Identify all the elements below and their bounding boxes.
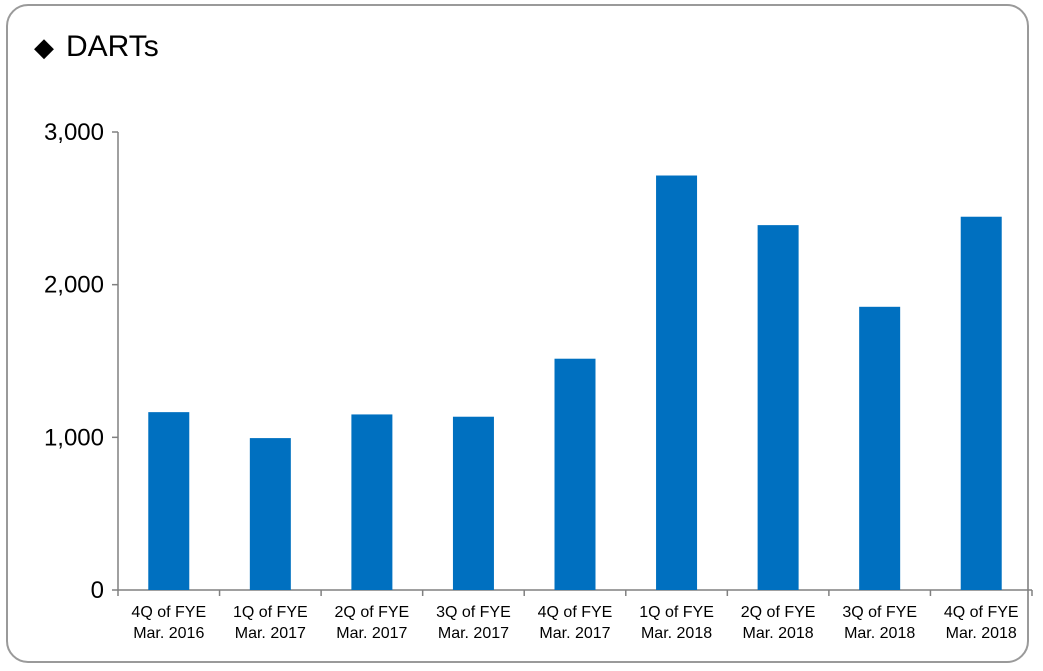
x-tick-label: Mar. 2018 <box>844 625 915 642</box>
x-tick-label: 4Q of FYE <box>538 604 613 621</box>
bar <box>148 412 190 590</box>
x-tick-label: Mar. 2018 <box>946 625 1017 642</box>
chart-title: ◆ DARTs <box>34 30 159 64</box>
bar <box>859 306 901 590</box>
x-tick-label: Mar. 2017 <box>539 625 610 642</box>
x-tick-label: 3Q of FYE <box>842 604 917 621</box>
x-tick-label: 2Q of FYE <box>741 604 816 621</box>
bar <box>656 175 698 590</box>
bar <box>960 216 1002 591</box>
bar <box>249 438 291 590</box>
x-tick-label: 4Q of FYE <box>131 604 206 621</box>
bar <box>757 225 799 591</box>
x-tick-label: 4Q of FYE <box>944 604 1019 621</box>
diamond-icon: ◆ <box>34 31 54 62</box>
bar <box>554 358 596 590</box>
x-tick-label: Mar. 2018 <box>641 625 712 642</box>
x-tick-label: Mar. 2017 <box>235 625 306 642</box>
x-tick-label: Mar. 2017 <box>438 625 509 642</box>
y-tick-label: 1,000 <box>44 424 104 451</box>
bar <box>351 414 393 590</box>
bar <box>452 416 494 590</box>
x-tick-label: Mar. 2017 <box>336 625 407 642</box>
y-tick-label: 0 <box>91 577 104 604</box>
y-tick-label: 3,000 <box>44 119 104 146</box>
x-tick-label: 1Q of FYE <box>639 604 714 621</box>
x-tick-label: Mar. 2018 <box>743 625 814 642</box>
y-tick-label: 2,000 <box>44 272 104 299</box>
x-tick-label: 2Q of FYE <box>335 604 410 621</box>
chart-title-text: DARTs <box>66 30 159 63</box>
x-tick-label: Mar. 2016 <box>133 625 204 642</box>
x-tick-label: 1Q of FYE <box>233 604 308 621</box>
x-tick-label: 3Q of FYE <box>436 604 511 621</box>
